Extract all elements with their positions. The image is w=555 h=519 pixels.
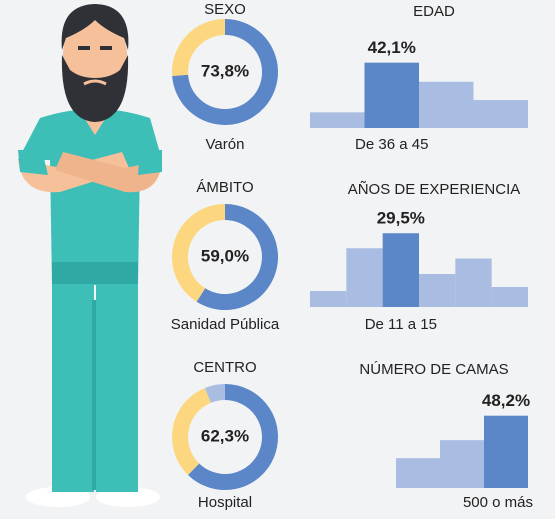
category-label: De 36 a 45 [355, 136, 428, 153]
donut-segment [188, 384, 278, 490]
bar [382, 233, 419, 307]
donut-segment [196, 204, 278, 310]
bar [346, 248, 383, 307]
bar [484, 415, 528, 488]
bar [310, 291, 347, 307]
chart-title: NÚMERO DE CAMAS [359, 361, 508, 378]
value-label: 59,0% [201, 246, 249, 265]
donut-segment [172, 387, 212, 475]
chart-title: AÑOS DE EXPERIENCIA [348, 181, 521, 198]
bar [396, 458, 440, 488]
donut-segment [172, 19, 226, 76]
category-label: Hospital [198, 494, 252, 511]
value-label: 73,8% [201, 61, 249, 80]
chart-title: CENTRO [193, 359, 256, 376]
category-label: De 11 a 15 [365, 316, 437, 333]
bar [419, 274, 456, 307]
bar [491, 287, 528, 307]
donut-segment [204, 384, 226, 403]
bar [364, 62, 419, 129]
chart-title: ÁMBITO [196, 179, 253, 196]
bar [473, 100, 528, 128]
doctor-illustration [18, 4, 162, 507]
value-label: 48,2% [482, 391, 530, 410]
value-label: 29,5% [377, 209, 425, 228]
value-label: 42,1% [368, 38, 416, 57]
chart-title: EDAD [413, 3, 455, 20]
donut-segment [172, 204, 226, 302]
bar [419, 81, 474, 128]
category-label: Varón [206, 136, 245, 153]
category-label: 500 o más [463, 494, 533, 511]
chart-title: SEXO [204, 1, 246, 18]
bar [310, 112, 365, 128]
value-label: 62,3% [201, 426, 249, 445]
bar [455, 258, 492, 307]
category-label: Sanidad Pública [171, 316, 280, 333]
bar [440, 440, 484, 488]
donut-segment [172, 19, 278, 125]
